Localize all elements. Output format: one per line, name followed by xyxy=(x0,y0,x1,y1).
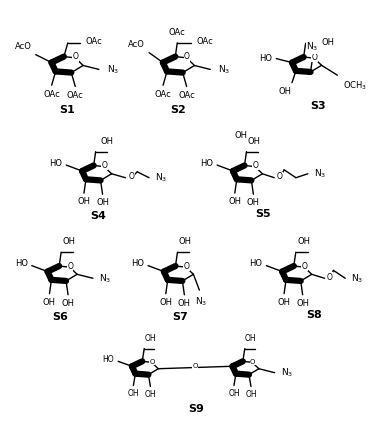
Text: OCH$_3$: OCH$_3$ xyxy=(343,79,367,92)
Text: O: O xyxy=(252,161,258,170)
Text: OH: OH xyxy=(101,137,114,146)
Text: OAc: OAc xyxy=(85,37,102,46)
Text: N$_3$: N$_3$ xyxy=(281,366,293,379)
Text: OH: OH xyxy=(127,389,139,398)
Text: OH: OH xyxy=(245,333,256,343)
Text: OH: OH xyxy=(228,197,241,206)
Text: O: O xyxy=(302,262,308,271)
Text: OH: OH xyxy=(96,198,109,207)
Text: OH: OH xyxy=(278,298,290,306)
Text: OAc: OAc xyxy=(67,91,83,100)
Text: OH: OH xyxy=(43,298,56,306)
Text: OH: OH xyxy=(144,333,156,343)
Text: O: O xyxy=(67,262,73,271)
Text: S2: S2 xyxy=(171,104,186,115)
Text: N$_3$: N$_3$ xyxy=(314,168,326,180)
Text: OH: OH xyxy=(228,389,240,398)
Text: O: O xyxy=(250,359,255,365)
Text: S6: S6 xyxy=(52,312,68,322)
Text: OH: OH xyxy=(296,298,309,308)
Text: S5: S5 xyxy=(255,209,271,219)
Text: OH: OH xyxy=(245,390,257,400)
Text: O: O xyxy=(193,362,198,368)
Text: O: O xyxy=(276,172,282,181)
Text: OH: OH xyxy=(62,298,74,308)
Text: OAc: OAc xyxy=(155,90,171,99)
Text: O: O xyxy=(73,52,78,61)
Text: HO: HO xyxy=(49,159,62,168)
Text: N$_3$: N$_3$ xyxy=(307,41,319,53)
Text: N$_3$: N$_3$ xyxy=(99,272,111,285)
Text: AcO: AcO xyxy=(128,40,145,49)
Text: AcO: AcO xyxy=(15,42,32,51)
Text: O: O xyxy=(312,53,318,61)
Text: O: O xyxy=(128,172,134,181)
Text: O: O xyxy=(184,52,190,61)
Text: OH: OH xyxy=(247,198,260,207)
Text: N$_3$: N$_3$ xyxy=(218,63,230,76)
Text: N$_3$: N$_3$ xyxy=(155,171,167,184)
Text: OH: OH xyxy=(159,298,172,306)
Text: HO: HO xyxy=(103,355,114,364)
Text: S9: S9 xyxy=(188,404,204,414)
Text: O: O xyxy=(327,273,332,282)
Text: N$_3$: N$_3$ xyxy=(107,63,119,76)
Text: S4: S4 xyxy=(91,211,106,221)
Text: S1: S1 xyxy=(59,104,75,115)
Text: HO: HO xyxy=(200,159,213,168)
Text: OH: OH xyxy=(297,237,310,246)
Text: OAc: OAc xyxy=(43,90,60,99)
Text: N$_3$: N$_3$ xyxy=(351,272,363,285)
Text: OH: OH xyxy=(145,390,156,400)
Text: HO: HO xyxy=(260,54,272,63)
Text: S7: S7 xyxy=(172,312,188,322)
Text: OAc: OAc xyxy=(178,91,195,100)
Text: S3: S3 xyxy=(310,101,326,111)
Text: OH: OH xyxy=(279,87,292,96)
Text: O: O xyxy=(149,359,155,365)
Text: OH: OH xyxy=(63,237,76,246)
Text: OH: OH xyxy=(248,137,261,146)
Text: S8: S8 xyxy=(307,309,322,320)
Text: OH: OH xyxy=(234,131,247,140)
Text: OH: OH xyxy=(179,237,192,246)
Text: O: O xyxy=(102,161,107,170)
Text: OAc: OAc xyxy=(197,37,214,46)
Text: OH: OH xyxy=(78,197,91,206)
Text: O: O xyxy=(183,262,189,271)
Text: OH: OH xyxy=(178,298,191,308)
Text: OH: OH xyxy=(321,38,334,47)
Text: HO: HO xyxy=(131,259,144,268)
Text: HO: HO xyxy=(249,259,263,268)
Text: N$_3$: N$_3$ xyxy=(195,295,207,307)
Text: HO: HO xyxy=(15,259,28,268)
Text: OAc: OAc xyxy=(169,28,186,37)
